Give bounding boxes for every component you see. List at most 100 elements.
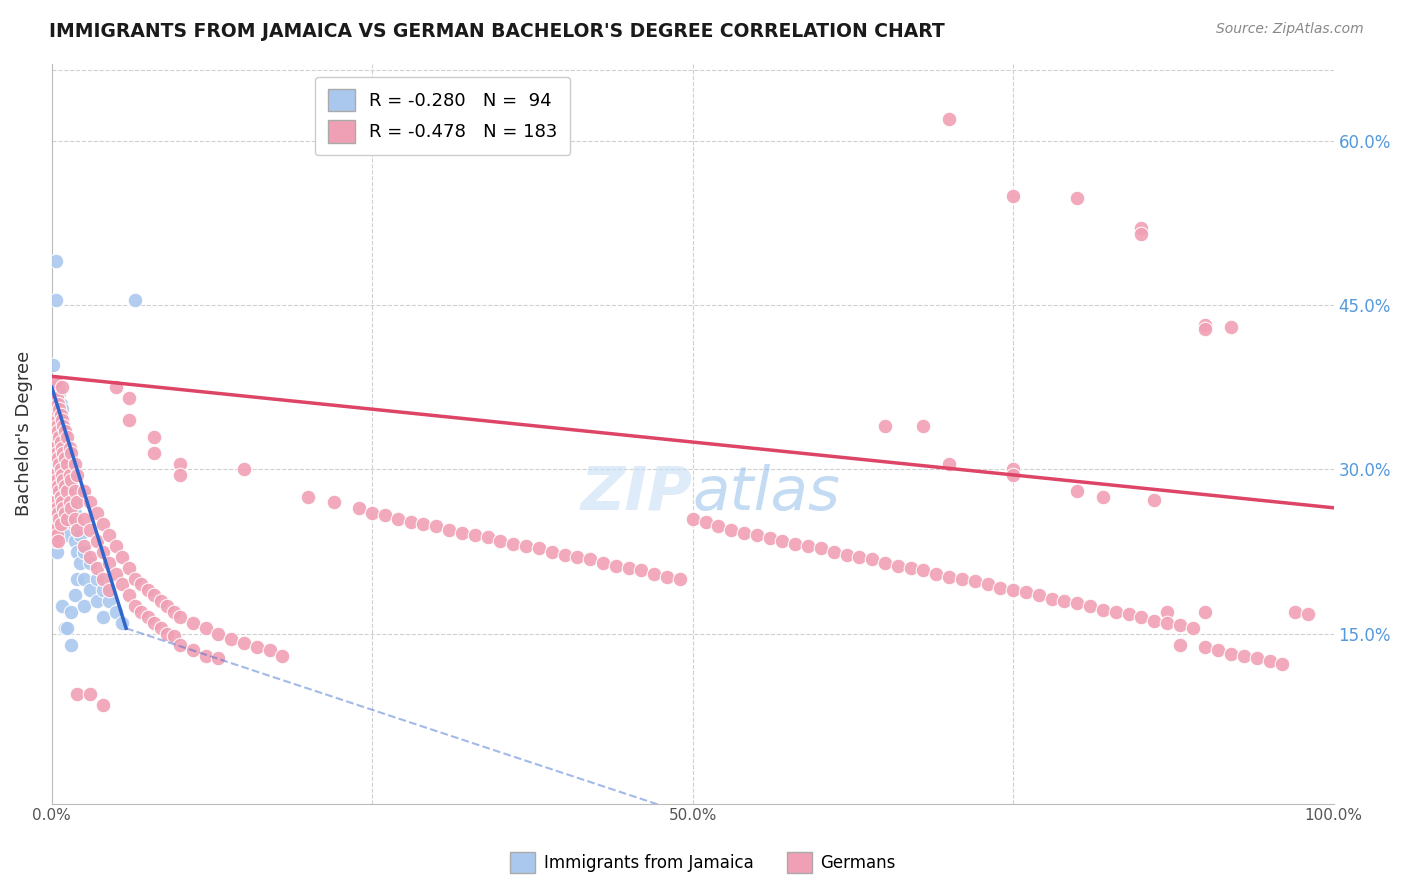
Point xyxy=(149,621,172,635)
Point xyxy=(52,418,75,433)
Point xyxy=(1284,605,1306,619)
Point xyxy=(45,418,67,433)
Point xyxy=(1078,599,1101,614)
Point xyxy=(1066,596,1088,610)
Legend: R = -0.280   N =  94, R = -0.478   N = 183: R = -0.280 N = 94, R = -0.478 N = 183 xyxy=(315,77,571,155)
Point xyxy=(387,512,409,526)
Point xyxy=(938,570,960,584)
Point xyxy=(976,577,998,591)
Point xyxy=(605,558,627,573)
Point xyxy=(91,517,114,532)
Point xyxy=(59,605,82,619)
Point xyxy=(44,523,66,537)
Point xyxy=(59,495,82,509)
Point xyxy=(48,457,70,471)
Point xyxy=(1118,607,1140,621)
Point xyxy=(46,490,69,504)
Point xyxy=(53,621,76,635)
Point xyxy=(79,495,101,509)
Point xyxy=(111,615,134,630)
Point xyxy=(45,424,67,438)
Point xyxy=(592,556,614,570)
Point xyxy=(56,500,79,515)
Point xyxy=(45,506,67,520)
Point xyxy=(46,408,69,422)
Point xyxy=(49,490,72,504)
Point xyxy=(162,629,184,643)
Point xyxy=(73,539,96,553)
Point xyxy=(53,424,76,438)
Point xyxy=(79,550,101,565)
Point xyxy=(42,380,65,394)
Point xyxy=(48,402,70,417)
Point xyxy=(169,457,191,471)
Point xyxy=(1105,605,1128,619)
Point xyxy=(1091,490,1114,504)
Point xyxy=(233,635,256,649)
Point xyxy=(44,500,66,515)
Point xyxy=(48,429,70,443)
Point xyxy=(73,599,96,614)
Point xyxy=(437,523,460,537)
Point xyxy=(45,446,67,460)
Point xyxy=(69,556,91,570)
Point xyxy=(502,537,524,551)
Point xyxy=(44,479,66,493)
Point xyxy=(1168,638,1191,652)
Point xyxy=(91,544,114,558)
Point xyxy=(1040,591,1063,606)
Point xyxy=(1258,654,1281,668)
Point xyxy=(630,563,652,577)
Point xyxy=(44,495,66,509)
Point xyxy=(42,467,65,482)
Point xyxy=(617,561,640,575)
Point xyxy=(49,424,72,438)
Point xyxy=(1156,605,1178,619)
Point xyxy=(98,528,121,542)
Point xyxy=(46,397,69,411)
Point xyxy=(45,462,67,476)
Point xyxy=(86,594,108,608)
Point xyxy=(56,512,79,526)
Point xyxy=(45,446,67,460)
Point xyxy=(785,537,807,551)
Text: atlas: atlas xyxy=(693,464,841,523)
Point xyxy=(1296,607,1319,621)
Point xyxy=(49,517,72,532)
Point xyxy=(73,512,96,526)
Point xyxy=(59,467,82,482)
Point xyxy=(1015,585,1038,599)
Point xyxy=(52,441,75,455)
Point xyxy=(73,572,96,586)
Point xyxy=(66,495,89,509)
Point xyxy=(42,413,65,427)
Point xyxy=(59,495,82,509)
Point xyxy=(963,574,986,589)
Point xyxy=(46,517,69,532)
Point xyxy=(66,544,89,558)
Point xyxy=(207,651,229,665)
Point xyxy=(45,533,67,548)
Point xyxy=(45,293,67,307)
Point xyxy=(42,385,65,400)
Point xyxy=(56,429,79,443)
Point xyxy=(98,594,121,608)
Point xyxy=(873,418,896,433)
Point xyxy=(118,413,141,427)
Point xyxy=(1206,643,1229,657)
Point xyxy=(1143,493,1166,508)
Point xyxy=(79,523,101,537)
Point xyxy=(669,572,692,586)
Point xyxy=(124,293,146,307)
Point xyxy=(1066,191,1088,205)
Point xyxy=(56,621,79,635)
Point xyxy=(464,528,486,542)
Point xyxy=(1181,621,1204,635)
Point xyxy=(45,474,67,488)
Point xyxy=(1194,318,1216,332)
Point xyxy=(118,391,141,405)
Point xyxy=(63,512,86,526)
Point xyxy=(515,539,537,553)
Point xyxy=(567,550,589,565)
Point xyxy=(45,451,67,466)
